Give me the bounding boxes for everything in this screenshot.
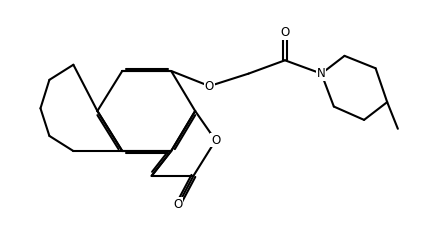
Text: O: O: [280, 26, 290, 39]
Text: O: O: [174, 198, 183, 211]
Text: O: O: [211, 134, 220, 147]
Text: N: N: [317, 67, 326, 80]
Text: O: O: [205, 79, 214, 93]
